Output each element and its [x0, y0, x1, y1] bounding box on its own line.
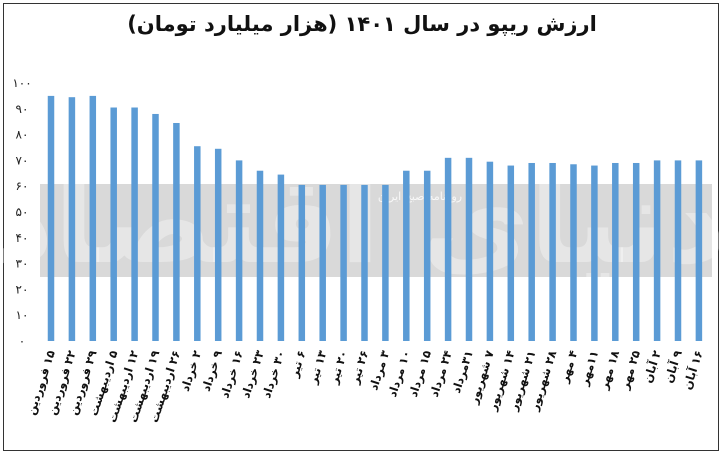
y-tick-label: ۱۰۰ [12, 76, 31, 90]
y-tick-label: ۷۰ [16, 153, 29, 167]
y-tick-label: ۴۰ [16, 231, 29, 245]
chart-title: ارزش ریپو در سال ۱۴۰۱ (هزار میلیارد توما… [127, 12, 597, 36]
bar [68, 97, 76, 341]
bar [444, 157, 452, 341]
bar [570, 164, 577, 341]
x-tick-label: ۴ مهر [557, 349, 581, 386]
x-tick-label: ۲ آبان [640, 349, 664, 385]
watermark-band [40, 184, 712, 277]
bar [612, 162, 619, 341]
bar [89, 95, 97, 342]
y-tick-label: ۹۰ [16, 102, 29, 116]
bar [549, 162, 556, 341]
x-tick-label: ۶ تیر [287, 349, 309, 380]
y-tick-label: ۶۰ [16, 179, 29, 193]
y-tick-label: ۲۰ [16, 282, 29, 296]
y-tick-label: ۸۰ [16, 128, 29, 142]
bar [277, 174, 285, 341]
bar [591, 165, 598, 341]
y-tick-label: ۰ [19, 334, 25, 348]
bar [465, 157, 473, 341]
x-tick-label: ۹ آبان [661, 349, 685, 385]
bar [110, 107, 117, 341]
bar [361, 184, 368, 341]
bar [403, 170, 410, 341]
bar [423, 170, 431, 341]
y-axis: ۰ ۱۰ ۲۰ ۳۰ ۴۰ ۵۰ ۶۰ ۷۰ ۸۰ ۹۰ ۱۰۰ [12, 76, 31, 348]
bar [131, 107, 138, 341]
bar [695, 160, 703, 341]
bars [47, 95, 703, 342]
y-tick-label: ۳۰ [16, 257, 29, 271]
watermark-subtitle: روزنامه صبح ایران [378, 190, 462, 203]
bar [507, 165, 515, 341]
bar [298, 184, 306, 341]
bar [632, 162, 640, 341]
bar [319, 184, 326, 341]
bar [674, 160, 682, 341]
bar [528, 162, 535, 341]
bar [382, 184, 389, 341]
y-tick-label: ۵۰ [16, 205, 29, 219]
bar [653, 160, 661, 341]
bar [235, 160, 243, 341]
bar [194, 146, 201, 341]
bar [340, 184, 347, 341]
y-tick-label: ۱۰ [16, 308, 29, 322]
bar [214, 148, 222, 341]
bar [256, 170, 264, 341]
bar [152, 113, 159, 342]
bar [173, 122, 180, 342]
bar [486, 161, 494, 341]
bar [47, 95, 55, 342]
